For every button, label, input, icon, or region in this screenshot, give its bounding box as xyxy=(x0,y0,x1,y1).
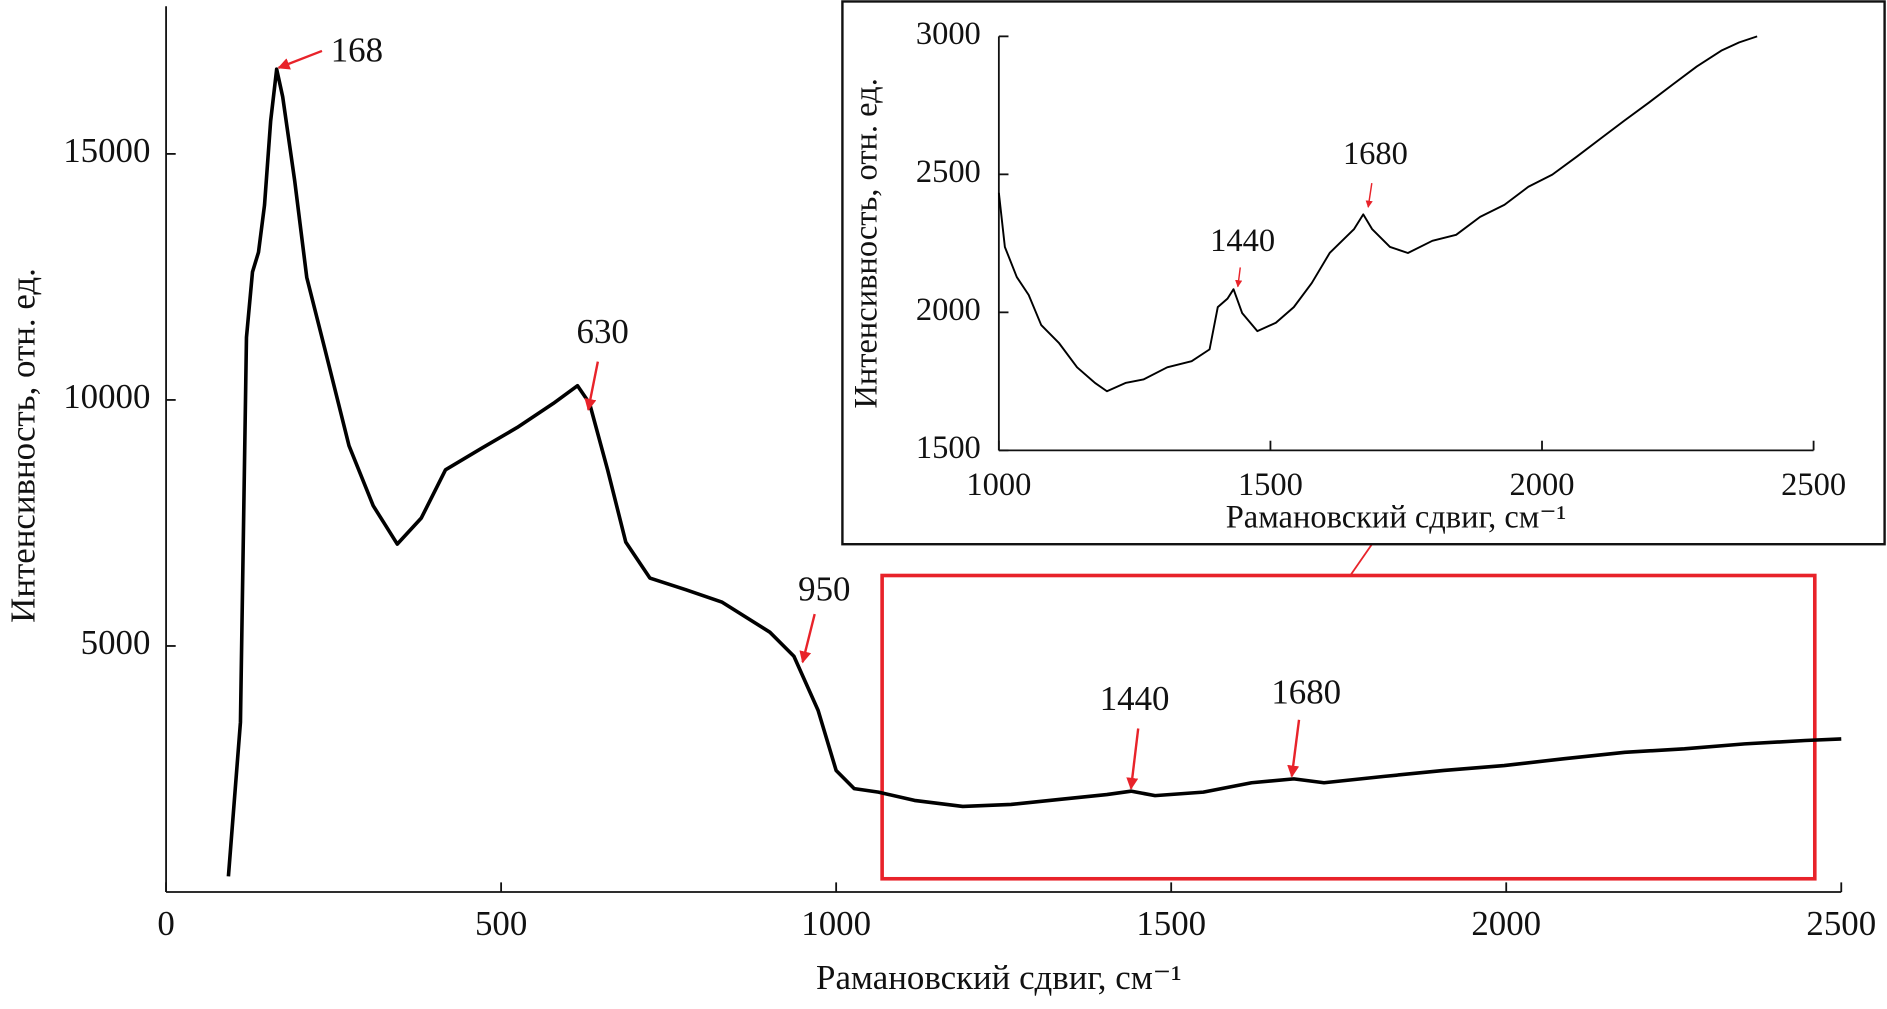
annotation-label: 1440 xyxy=(1100,679,1170,718)
x-tick-label: 2000 xyxy=(1471,904,1541,943)
x-tick-label: 0 xyxy=(157,904,174,943)
annotation-label: 1680 xyxy=(1271,673,1341,712)
x-tick-label: 500 xyxy=(475,904,527,943)
annotation-label: 630 xyxy=(577,312,629,351)
annotation-arrow xyxy=(1126,728,1140,790)
main-chart: 0 500 1000 1500 2000 250050001000015000Рамано… xyxy=(3,6,1876,997)
y-tick-label: 1500 xyxy=(916,430,981,466)
y-axis-label: Интенсивность, отн. ед. xyxy=(3,268,42,623)
annotation-label: 168 xyxy=(331,30,383,69)
annotation-arrow xyxy=(799,613,816,664)
x-tick-label: 1500 xyxy=(1136,904,1206,943)
zoom-region xyxy=(880,573,1817,881)
y-tick-label: 2000 xyxy=(916,292,981,328)
x-axis-label: Рамановский сдвиг, см⁻¹ xyxy=(816,958,1182,997)
x-tick-label: 1000 xyxy=(966,467,1031,503)
y-tick-label: 2500 xyxy=(916,154,981,190)
annotation-label: 950 xyxy=(798,569,850,608)
y-axis-label: Интенсивность, отн. ед. xyxy=(848,78,884,408)
y-tick-label: 5000 xyxy=(81,623,151,662)
x-tick-label: 1000 xyxy=(801,904,871,943)
annotation-arrow xyxy=(1365,183,1373,208)
x-tick-label: 2500 xyxy=(1806,904,1876,943)
zoom-connector xyxy=(1349,543,1373,577)
x-axis-label: Рамановский сдвиг, см⁻¹ xyxy=(1226,500,1567,536)
x-tick-label: 1500 xyxy=(1238,467,1303,503)
y-tick-label: 15000 xyxy=(63,131,150,170)
x-tick-label: 2500 xyxy=(1781,467,1846,503)
spectrum-line xyxy=(997,35,1758,393)
annotation-arrow xyxy=(1235,267,1243,288)
annotation-arrow xyxy=(584,361,600,411)
y-tick-label: 10000 xyxy=(63,377,150,416)
spectrum-line xyxy=(226,67,1842,877)
annotation-label: 1680 xyxy=(1343,136,1408,172)
annotation-arrow xyxy=(1287,719,1301,778)
annotation-label: 1440 xyxy=(1210,223,1275,259)
y-tick-label: 3000 xyxy=(916,16,981,52)
annotation-arrow xyxy=(277,49,323,70)
x-tick-label: 2000 xyxy=(1510,467,1575,503)
inset-chart: 1000 1500 2000 25001500200025003000Рамановс… xyxy=(848,16,1846,536)
